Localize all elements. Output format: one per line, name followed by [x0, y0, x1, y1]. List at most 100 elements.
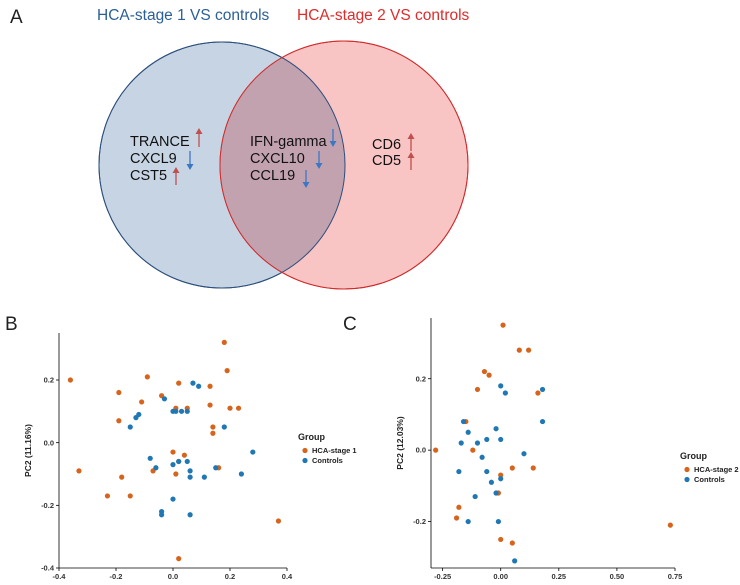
- data-point: [201, 474, 207, 480]
- x-tick-label: -0.4: [53, 572, 67, 581]
- data-point: [460, 418, 467, 425]
- data-point: [184, 458, 190, 465]
- legend-label: Controls: [312, 456, 343, 465]
- data-point: [147, 455, 153, 461]
- data-point: [76, 468, 82, 474]
- data-point: [227, 405, 233, 411]
- venn-overlap-region: [220, 42, 345, 288]
- data-point: [210, 430, 216, 436]
- gene-cxcl10: CXCL10: [250, 151, 305, 167]
- data-point: [221, 424, 227, 430]
- panel-letter-a: A: [10, 7, 23, 28]
- venn-circle-stage1-outline: [98, 41, 346, 289]
- down-arrow-icon: [329, 129, 337, 147]
- data-point: [190, 380, 196, 386]
- data-point: [500, 322, 506, 328]
- down-arrow-icon: [315, 151, 323, 169]
- data-point: [488, 479, 495, 485]
- venn-left-title: HCA-stage 1 VS controls: [97, 7, 270, 24]
- data-point: [176, 458, 182, 465]
- data-point: [530, 465, 536, 471]
- up-arrow-icon: [407, 133, 415, 151]
- gene-trance: TRANCE: [130, 134, 190, 150]
- y-tick-label: 0.2: [44, 376, 54, 385]
- y-tick-label: -0.4: [41, 564, 55, 573]
- venn-diagram: HCA-stage 1 VS controls HCA-stage 2 VS c…: [97, 7, 470, 290]
- data-point: [184, 408, 190, 414]
- data-point: [221, 339, 227, 345]
- x-tick-label: 0.0: [168, 572, 178, 581]
- data-point: [170, 449, 176, 455]
- data-point: [535, 390, 541, 396]
- data-point: [161, 396, 168, 402]
- data-point: [453, 515, 460, 521]
- data-point: [207, 402, 213, 408]
- y-axis-label: PC2 (11.16%): [23, 424, 33, 477]
- data-point: [458, 440, 464, 446]
- data-point: [493, 490, 499, 496]
- gene-cd6: CD6: [372, 137, 401, 153]
- data-point: [187, 512, 193, 518]
- data-point: [250, 449, 256, 455]
- data-point: [67, 377, 73, 383]
- data-point: [465, 429, 471, 435]
- data-point: [153, 465, 159, 471]
- legend-label: Controls: [694, 475, 725, 484]
- data-point: [176, 556, 182, 562]
- legend-marker: [302, 457, 308, 464]
- data-point: [512, 558, 518, 564]
- down-arrow-icon: [302, 170, 310, 188]
- y-axis-label: PC2 (12.03%): [395, 416, 405, 470]
- x-axis-label: PC1 (20.97%): [146, 583, 200, 585]
- data-point: [187, 468, 193, 474]
- venn-circle-stage2-outline: [219, 40, 469, 290]
- legend-marker: [684, 476, 690, 483]
- data-point: [127, 424, 133, 430]
- data-point: [196, 383, 202, 389]
- gene-cxcl9: CXCL9: [130, 151, 177, 167]
- data-point: [484, 436, 490, 443]
- data-point: [539, 418, 546, 425]
- up-arrow-icon: [407, 152, 415, 170]
- x-tick-label: 0.4: [282, 572, 293, 581]
- y-tick-label: -0.2: [413, 517, 426, 526]
- data-point: [516, 347, 522, 353]
- data-point: [173, 408, 179, 414]
- data-point: [187, 474, 193, 480]
- data-point: [498, 536, 504, 543]
- data-point: [136, 411, 142, 418]
- data-point: [144, 374, 150, 380]
- data-point: [479, 454, 485, 460]
- data-point: [139, 399, 145, 405]
- data-point: [498, 436, 504, 443]
- data-point: [170, 496, 176, 502]
- x-tick-label: 0.2: [225, 572, 235, 581]
- data-point: [116, 389, 122, 396]
- x-tick-label: -0.2: [110, 572, 123, 581]
- up-arrow-icon: [172, 167, 180, 185]
- data-point: [539, 386, 546, 393]
- gene-cst5: CST5: [130, 168, 167, 184]
- data-point: [502, 390, 508, 396]
- data-point: [224, 368, 230, 374]
- panel-letter-c: C: [343, 314, 357, 335]
- data-point: [127, 493, 133, 499]
- data-point: [465, 518, 471, 525]
- gene-ifn-gamma: IFN-gamma: [250, 134, 327, 150]
- data-point: [159, 512, 165, 518]
- data-point: [238, 471, 244, 477]
- x-axis-label: PC1 (23.81%): [526, 583, 580, 585]
- y-tick-label: 0.0: [44, 438, 54, 447]
- data-point: [481, 368, 488, 375]
- data-point: [498, 383, 504, 389]
- data-point: [484, 468, 490, 475]
- x-tick-label: -0.25: [434, 572, 451, 581]
- data-point: [521, 451, 527, 457]
- gene-cd5: CD5: [372, 153, 401, 169]
- data-point: [173, 471, 179, 477]
- gene-ccl19: CCL19: [250, 168, 295, 184]
- data-point: [207, 383, 213, 389]
- data-point: [456, 504, 462, 510]
